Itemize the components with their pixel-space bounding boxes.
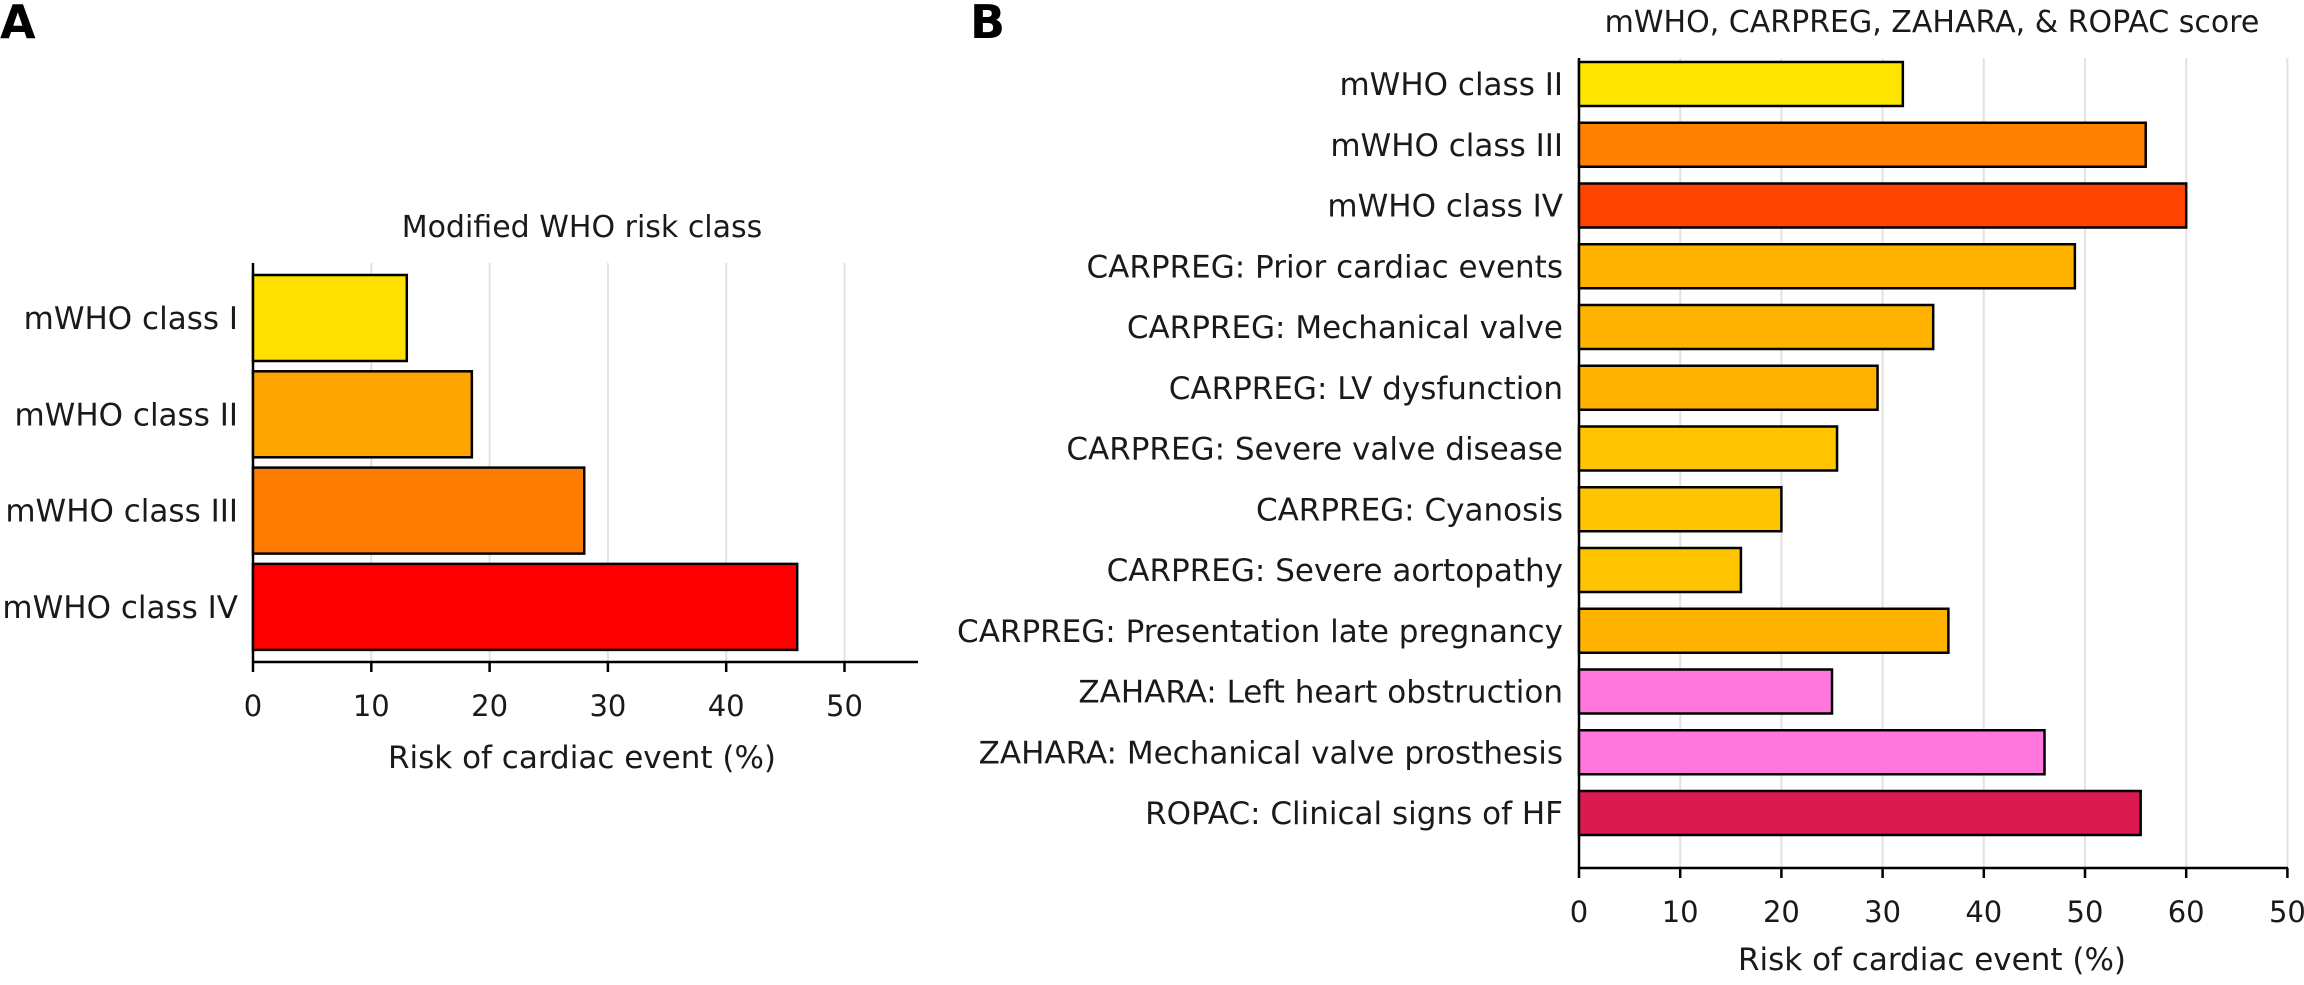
x-tick-label: 10 (353, 689, 390, 723)
category-label: CARPREG: Presentation late pregnancy (957, 614, 1563, 650)
bar (1577, 303, 1935, 351)
x-tick-label: 50 (2269, 895, 2304, 929)
bar (1577, 121, 2147, 168)
category-label: ZAHARA: Mechanical valve prosthesis (979, 735, 1563, 771)
category-label: ZAHARA: Left heart obstruction (1078, 675, 1563, 711)
x-axis-label: Risk of cardiac event (%) (388, 740, 776, 776)
category-label: CARPREG: Prior cardiac events (1087, 249, 1563, 285)
x-tick-label: 20 (1763, 895, 1800, 929)
bar (1577, 60, 1905, 108)
chart-a: Modified WHO risk class 0 10 20 30 40 50 mWHO c… (2, 210, 918, 776)
bar (1577, 425, 1839, 472)
bar (1577, 243, 2077, 290)
category-label: mWHO class III (1330, 128, 1563, 164)
x-tick-label: 0 (1570, 895, 1588, 929)
bar (251, 273, 409, 363)
x-tick-label: 30 (589, 689, 626, 723)
category-label: mWHO class IV (1327, 189, 1563, 225)
chart-title: mWHO, CARPREG, ZAHARA, & ROPAC score (1605, 5, 2260, 40)
bar (1577, 789, 2142, 837)
category-label: mWHO class I (24, 301, 238, 337)
x-tick-label: 30 (1864, 895, 1901, 929)
category-label: mWHO class II (14, 397, 238, 433)
chart-b: mWHO, CARPREG, ZAHARA, & ROPAC score 0 10 2… (957, 5, 2304, 978)
category-label: CARPREG: Cyanosis (1256, 492, 1563, 528)
category-label: CARPREG: Severe valve disease (1066, 432, 1563, 468)
category-label: CARPREG: Mechanical valve (1127, 310, 1563, 346)
x-axis-label: Risk of cardiac event (%) (1738, 942, 2126, 978)
bar (1577, 364, 1879, 411)
bar (1577, 546, 1743, 594)
x-tick-label: 50 (2067, 895, 2104, 929)
x-tick-label: 0 (244, 689, 262, 723)
category-label: CARPREG: Severe aortopathy (1107, 553, 1563, 589)
bar (251, 562, 799, 652)
bar (1577, 668, 1834, 715)
category-label: ROPAC: Clinical signs of HF (1145, 796, 1563, 832)
category-label: mWHO class IV (2, 590, 238, 626)
bar (1577, 729, 2046, 776)
category-label: CARPREG: LV dysfunction (1169, 371, 1563, 407)
panel-a-label: A (0, 0, 36, 49)
bar (1577, 182, 2188, 229)
x-tick-label: 40 (708, 689, 745, 723)
x-tick-label: 10 (1662, 895, 1699, 929)
bar (1577, 486, 1783, 533)
x-tick-label: 40 (1965, 895, 2002, 929)
bar (1577, 607, 1950, 654)
x-tick-label: 60 (2168, 895, 2205, 929)
bar (251, 466, 586, 555)
bar (251, 370, 474, 459)
x-tick-label: 50 (826, 689, 863, 723)
category-label: mWHO class III (5, 494, 238, 530)
panel-b-label: B (970, 0, 1005, 49)
chart-title: Modified WHO risk class (402, 210, 763, 245)
category-label: mWHO class II (1339, 67, 1563, 103)
x-tick-label: 20 (471, 689, 508, 723)
